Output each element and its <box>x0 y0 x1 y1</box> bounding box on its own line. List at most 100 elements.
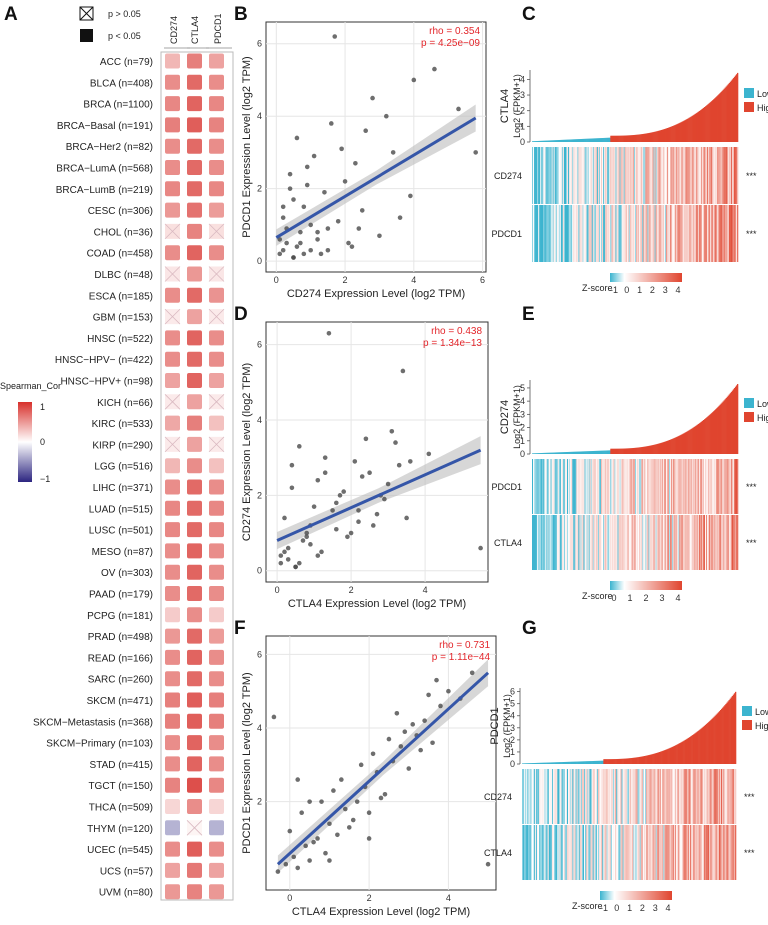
panel-b-letter: B <box>234 4 248 25</box>
expression-bar <box>689 736 692 764</box>
heat-stripe <box>623 205 625 262</box>
heat-stripe <box>678 515 680 570</box>
heat-stripe <box>589 205 592 262</box>
scatter-point <box>349 244 355 249</box>
scatter-point <box>303 843 308 849</box>
heat-stripe <box>710 147 712 204</box>
heat-stripe <box>572 769 574 824</box>
heat-stripe <box>546 515 548 570</box>
heat-stripe <box>651 147 653 204</box>
expression-bar <box>714 98 716 142</box>
expression-bar <box>581 138 583 142</box>
heat-stripe <box>675 825 677 880</box>
expression-bar <box>643 446 645 454</box>
heat-stripe <box>681 769 683 824</box>
heat-stripe <box>661 515 664 570</box>
heat-stripe <box>589 459 592 514</box>
legend-low-label: Low <box>755 707 768 717</box>
heatmap-row-label: THCA (n=509) <box>89 803 153 814</box>
scatter-point <box>363 436 369 442</box>
expression-bar <box>582 761 585 764</box>
heat-stripe <box>609 825 612 880</box>
heat-stripe <box>594 205 597 262</box>
heatmap-row-label: ACC (n=79) <box>100 57 153 68</box>
legend-low-swatch <box>744 88 754 98</box>
heat-stripe <box>613 147 615 204</box>
expression-bar <box>572 451 574 454</box>
expression-bar <box>691 735 693 764</box>
expression-bar <box>540 453 542 454</box>
heat-stripe <box>676 769 678 824</box>
heatmap-cell <box>209 586 224 601</box>
expression-bar <box>538 140 540 142</box>
heatmap-cell <box>209 373 224 388</box>
heat-stripe <box>683 515 685 570</box>
scatter-point <box>339 146 344 152</box>
heat-stripe <box>619 459 621 514</box>
heat-stripe <box>623 459 625 514</box>
heat-stripe <box>565 147 568 204</box>
heat-stripe <box>524 825 526 880</box>
heatmap-cell <box>209 202 224 218</box>
heat-stripe <box>729 825 731 880</box>
scatter-point <box>283 861 289 867</box>
heat-stripe <box>636 769 638 824</box>
heat-stripe <box>608 205 610 262</box>
expression-bar <box>736 72 739 142</box>
heat-stripe <box>670 459 672 514</box>
expression-bar <box>732 389 735 454</box>
heat-stripe <box>729 515 732 570</box>
expression-bar <box>645 755 647 764</box>
heatmap-row-label: PCPG (n=181) <box>87 611 153 622</box>
y-tick-label: 0 <box>520 137 525 147</box>
expression-bar <box>684 120 686 142</box>
heat-stripe <box>558 205 561 262</box>
heat-stripe <box>679 769 681 824</box>
heat-stripe <box>584 515 586 570</box>
heat-stripe <box>579 515 581 570</box>
heat-stripe <box>579 769 582 824</box>
heat-stripe <box>543 515 545 570</box>
expression-bar <box>572 139 574 142</box>
regression-line <box>275 116 477 239</box>
heat-stripe <box>661 147 664 204</box>
expression-bar <box>644 133 646 142</box>
heat-stripe <box>660 147 663 204</box>
expression-bar <box>688 430 690 454</box>
heat-stripe <box>587 825 589 880</box>
heat-stripe <box>582 459 584 514</box>
expression-bar <box>615 759 617 764</box>
heat-stripe <box>662 147 665 204</box>
scatter-point <box>411 77 417 83</box>
expression-bar <box>697 111 700 142</box>
heat-stripe <box>685 205 687 262</box>
heat-stripe <box>729 769 731 824</box>
heat-stripe <box>635 459 637 514</box>
heat-stripe <box>560 769 562 824</box>
heatmap-cell <box>209 649 224 665</box>
heat-stripe <box>639 459 641 514</box>
expression-bar <box>661 751 663 764</box>
heat-stripe <box>668 515 671 570</box>
y-tick-label: 6 <box>257 649 262 659</box>
heatmap-row-label: UCS (n=57) <box>100 866 153 877</box>
expression-bar <box>695 425 698 454</box>
scatter-point <box>343 806 348 812</box>
expression-bar <box>614 135 616 142</box>
heat-stripe <box>557 769 559 824</box>
heat-stripe <box>725 147 727 204</box>
heat-stripe <box>605 825 607 880</box>
y-tick-label: 6 <box>257 39 262 49</box>
expression-bar <box>666 127 669 142</box>
heat-stripe <box>673 147 675 204</box>
expression-bar <box>607 759 609 764</box>
heat-stripe <box>524 769 526 824</box>
heat-stripe <box>665 769 667 824</box>
expression-bar <box>604 137 606 142</box>
heat-stripe <box>675 205 677 262</box>
scatter-point <box>315 553 321 558</box>
heat-stripe <box>712 825 714 880</box>
heat-stripe <box>612 769 615 824</box>
expression-bar <box>698 423 701 454</box>
expression-bar <box>725 86 727 142</box>
